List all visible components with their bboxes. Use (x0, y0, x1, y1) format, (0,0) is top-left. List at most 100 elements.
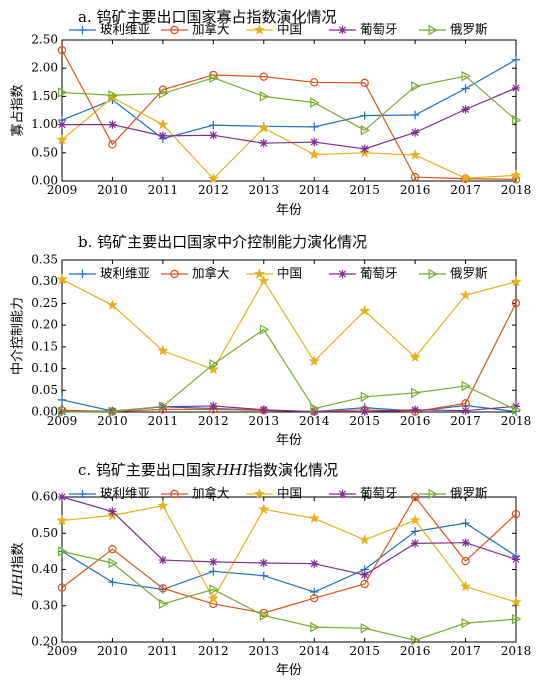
data-point-triangle (57, 546, 68, 557)
data-point-star (459, 580, 472, 592)
legend: 玻利维亚 加拿大 中国 葡萄牙 俄罗斯 (69, 22, 488, 37)
legend-label: 加拿大 (192, 22, 230, 37)
legend-item: 俄罗斯 (419, 22, 488, 37)
series-line (61, 550, 517, 641)
x-tick-label: 2012 (198, 414, 229, 428)
x-tick-label: 2011 (148, 414, 179, 428)
y-tick-label: 0.05 (31, 383, 58, 397)
y-tick-label: 0.00 (31, 405, 58, 419)
x-tick-label: 2016 (400, 644, 431, 658)
y-tick-label: 0.35 (31, 253, 58, 267)
data-point-circle (108, 140, 117, 149)
data-point-triangle (310, 403, 320, 414)
y-tick-label: 0.50 (31, 526, 58, 540)
series-line (61, 328, 517, 413)
data-point-asterisk (511, 402, 521, 411)
data-point-triangle (411, 387, 421, 399)
x-tick-label: 2012 (198, 644, 229, 658)
legend-marker-asterisk (338, 489, 347, 499)
data-point-asterisk (461, 538, 470, 547)
x-tick-label: 2010 (97, 644, 128, 658)
legend-marker-plus (78, 25, 87, 35)
data-point-plus (461, 84, 470, 93)
data-point-star (459, 172, 472, 183)
data-point-star (258, 503, 270, 515)
x-tick-label: 2011 (148, 183, 179, 197)
data-point-triangle (259, 91, 270, 102)
x-tick-label: 2017 (450, 644, 481, 658)
chart-title: b. 钨矿主要出口国家中介控制能力演化情况 (78, 233, 367, 251)
data-point-triangle (158, 401, 169, 412)
series-circle (57, 45, 521, 184)
data-point-star (409, 351, 421, 363)
data-point-circle (511, 298, 521, 308)
y-axis-label: 中介控制能力 (11, 297, 26, 375)
data-point-triangle (411, 634, 421, 646)
series-star (56, 273, 522, 375)
data-point-star (258, 274, 270, 286)
legend-item: 中国 (246, 22, 302, 37)
legend-marker-plus (78, 489, 87, 499)
data-point-star (207, 592, 219, 604)
data-point-plus (57, 395, 67, 405)
data-point-star (56, 273, 68, 285)
x-tick-label: 2014 (299, 414, 330, 428)
data-point-star (157, 118, 169, 130)
data-point-star (308, 355, 320, 366)
data-point-plus (108, 577, 117, 587)
data-point-triangle (360, 125, 371, 136)
data-point-plus (410, 527, 420, 536)
data-point-plus (209, 567, 218, 576)
legend-item: 玻利维亚 (69, 486, 150, 501)
x-axis-label: 年份 (276, 433, 302, 448)
legend-marker-star (253, 268, 266, 279)
legend-label: 俄罗斯 (450, 486, 488, 501)
data-point-asterisk (259, 405, 268, 415)
legend-label: 中国 (277, 266, 302, 281)
data-point-plus (360, 111, 369, 120)
data-point-triangle (259, 610, 270, 621)
data-point-asterisk (158, 131, 168, 141)
y-tick-label: 0.60 (31, 490, 58, 504)
legend-item: 俄罗斯 (419, 266, 488, 281)
series-line (61, 522, 517, 593)
y-axis-label-rest: 指数 (11, 543, 26, 569)
series-triangle (57, 324, 522, 418)
legend-label: 葡萄牙 (360, 266, 398, 281)
data-point-asterisk (410, 539, 420, 548)
x-tick-label: 2015 (349, 644, 380, 658)
legend-item: 玻利维亚 (69, 22, 150, 37)
data-point-circle (410, 492, 420, 502)
data-point-triangle (158, 598, 169, 610)
data-point-circle (57, 45, 67, 55)
y-tick-label: 0.15 (31, 339, 58, 353)
plot-frame (61, 496, 517, 643)
legend-item: 加拿大 (161, 266, 230, 281)
legend-item: 中国 (246, 486, 302, 501)
chart-title: c. 钨矿主要出口国家HHI指数演化情况 (78, 461, 338, 479)
chart-title-suffix: 指数演化情况 (248, 461, 338, 479)
data-point-asterisk (57, 492, 67, 502)
data-point-asterisk (259, 139, 268, 148)
legend-item: 加拿大 (161, 22, 230, 37)
chart-title: a. 钨矿主要出口国家寡占指数演化情况 (78, 8, 336, 26)
legend-item: 中国 (246, 266, 302, 281)
y-tick-label: 2.00 (31, 61, 58, 75)
data-point-circle (410, 172, 420, 182)
series-asterisk (57, 83, 521, 154)
data-point-plus (410, 110, 420, 120)
data-point-asterisk (360, 407, 369, 416)
y-axis-label: 寡占指数 (10, 84, 26, 136)
data-point-asterisk (360, 570, 369, 580)
series-line (61, 496, 517, 576)
data-point-triangle (108, 557, 118, 569)
data-point-triangle (360, 623, 371, 634)
chart-title-em: HHI (215, 461, 249, 479)
legend-item: 加拿大 (161, 486, 230, 501)
legend-label: 葡萄牙 (360, 486, 398, 501)
y-axis-label-em: HHI (11, 568, 26, 598)
series-triangle (57, 70, 522, 136)
plot-frame (61, 259, 517, 413)
data-point-triangle (511, 114, 522, 126)
chart-title-prefix: c. 钨矿主要出口国家 (78, 461, 216, 479)
